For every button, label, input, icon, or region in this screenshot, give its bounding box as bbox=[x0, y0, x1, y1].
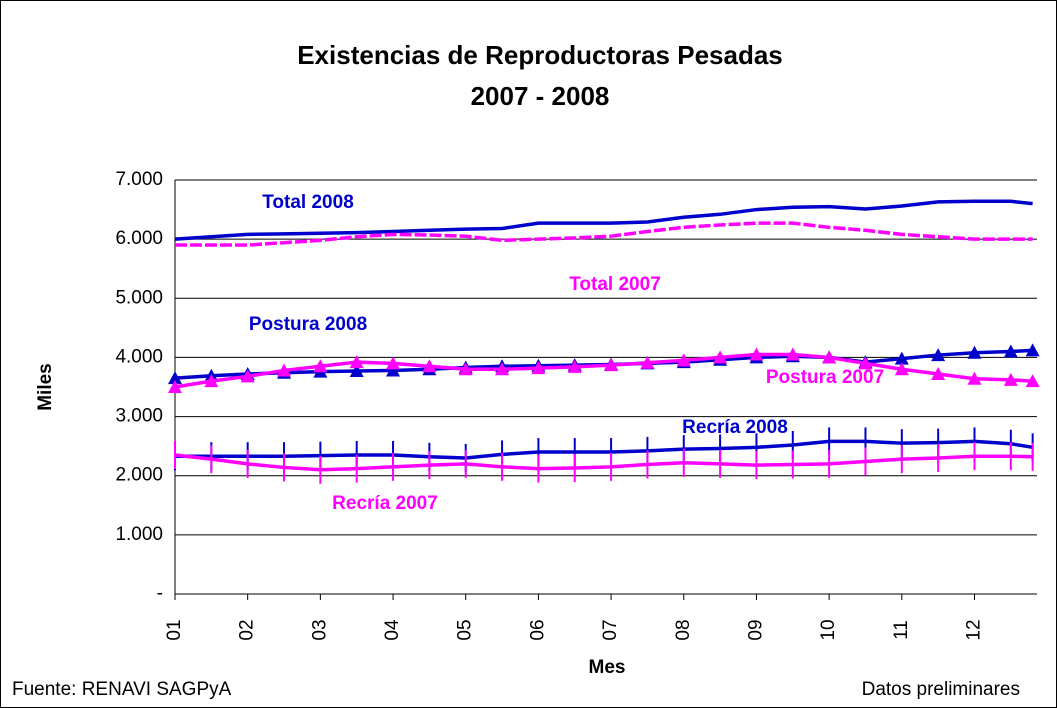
marker bbox=[676, 353, 691, 367]
marker bbox=[168, 371, 182, 385]
marker bbox=[1025, 374, 1040, 388]
series-line bbox=[174, 199, 1033, 241]
marker bbox=[240, 369, 255, 383]
y-tick-label: 4.000 bbox=[115, 346, 163, 367]
x-tick-label: 10 bbox=[818, 619, 839, 640]
marker bbox=[931, 366, 946, 380]
marker bbox=[1003, 344, 1018, 358]
series-line bbox=[175, 221, 1033, 247]
marker bbox=[386, 363, 401, 377]
x-tick-label: 08 bbox=[673, 619, 694, 640]
x-tick-label: 04 bbox=[382, 619, 403, 641]
marker bbox=[204, 374, 219, 388]
marker bbox=[640, 355, 655, 369]
x-tick-label: 09 bbox=[745, 619, 766, 640]
marker bbox=[967, 371, 982, 385]
series-label: Total 2007 bbox=[569, 274, 661, 295]
marker bbox=[967, 345, 982, 359]
marker bbox=[422, 359, 437, 373]
x-tick-label: 03 bbox=[309, 619, 330, 640]
y-tick-label: - bbox=[157, 583, 163, 604]
marker bbox=[931, 348, 946, 362]
x-tick-label: 12 bbox=[964, 619, 985, 640]
x-tick-label: 06 bbox=[527, 619, 548, 640]
marker bbox=[894, 351, 909, 365]
marker bbox=[858, 356, 873, 370]
data-note: Datos preliminares bbox=[862, 679, 1020, 700]
marker bbox=[894, 362, 909, 376]
y-tick-label: 6.000 bbox=[115, 228, 163, 249]
marker bbox=[313, 359, 328, 373]
x-tick-label: 11 bbox=[891, 620, 912, 640]
chart-title: Existencias de Reproductoras Pesadas bbox=[297, 40, 783, 70]
series-label: Recría 2007 bbox=[332, 493, 438, 514]
marker bbox=[604, 358, 619, 372]
marker bbox=[822, 350, 837, 364]
series-label: Total 2008 bbox=[262, 192, 354, 213]
marker bbox=[349, 355, 364, 369]
marker bbox=[495, 362, 510, 376]
y-tick-label: 5.000 bbox=[115, 287, 163, 308]
marker bbox=[567, 359, 582, 373]
series-label: Recría 2008 bbox=[682, 417, 788, 438]
marker bbox=[531, 361, 546, 375]
y-tick-label: 3.000 bbox=[115, 406, 163, 427]
y-axis-title: Miles bbox=[35, 363, 56, 411]
marker bbox=[785, 347, 800, 361]
series-label: Postura 2007 bbox=[766, 367, 884, 388]
y-tick-label: 1.000 bbox=[115, 524, 163, 545]
marker bbox=[168, 380, 182, 393]
x-axis-title: Mes bbox=[589, 657, 626, 678]
marker bbox=[1025, 343, 1040, 357]
x-tick-label: 01 bbox=[164, 619, 185, 640]
x-tick-label: 05 bbox=[455, 619, 476, 640]
x-tick-label: 02 bbox=[237, 619, 258, 640]
marker bbox=[349, 364, 364, 378]
x-tick-label: 07 bbox=[600, 619, 621, 640]
marker bbox=[749, 347, 764, 361]
marker bbox=[386, 356, 401, 370]
y-tick-label: 2.000 bbox=[115, 465, 163, 486]
marker bbox=[1003, 372, 1018, 386]
source-note: Fuente: RENAVI SAGPyA bbox=[12, 679, 232, 700]
series-label: Postura 2008 bbox=[249, 314, 367, 335]
marker bbox=[713, 350, 728, 364]
y-tick-label: 7.000 bbox=[115, 169, 163, 190]
marker bbox=[458, 362, 473, 376]
chart-subtitle: 2007 - 2008 bbox=[471, 81, 610, 111]
marker bbox=[277, 363, 292, 377]
